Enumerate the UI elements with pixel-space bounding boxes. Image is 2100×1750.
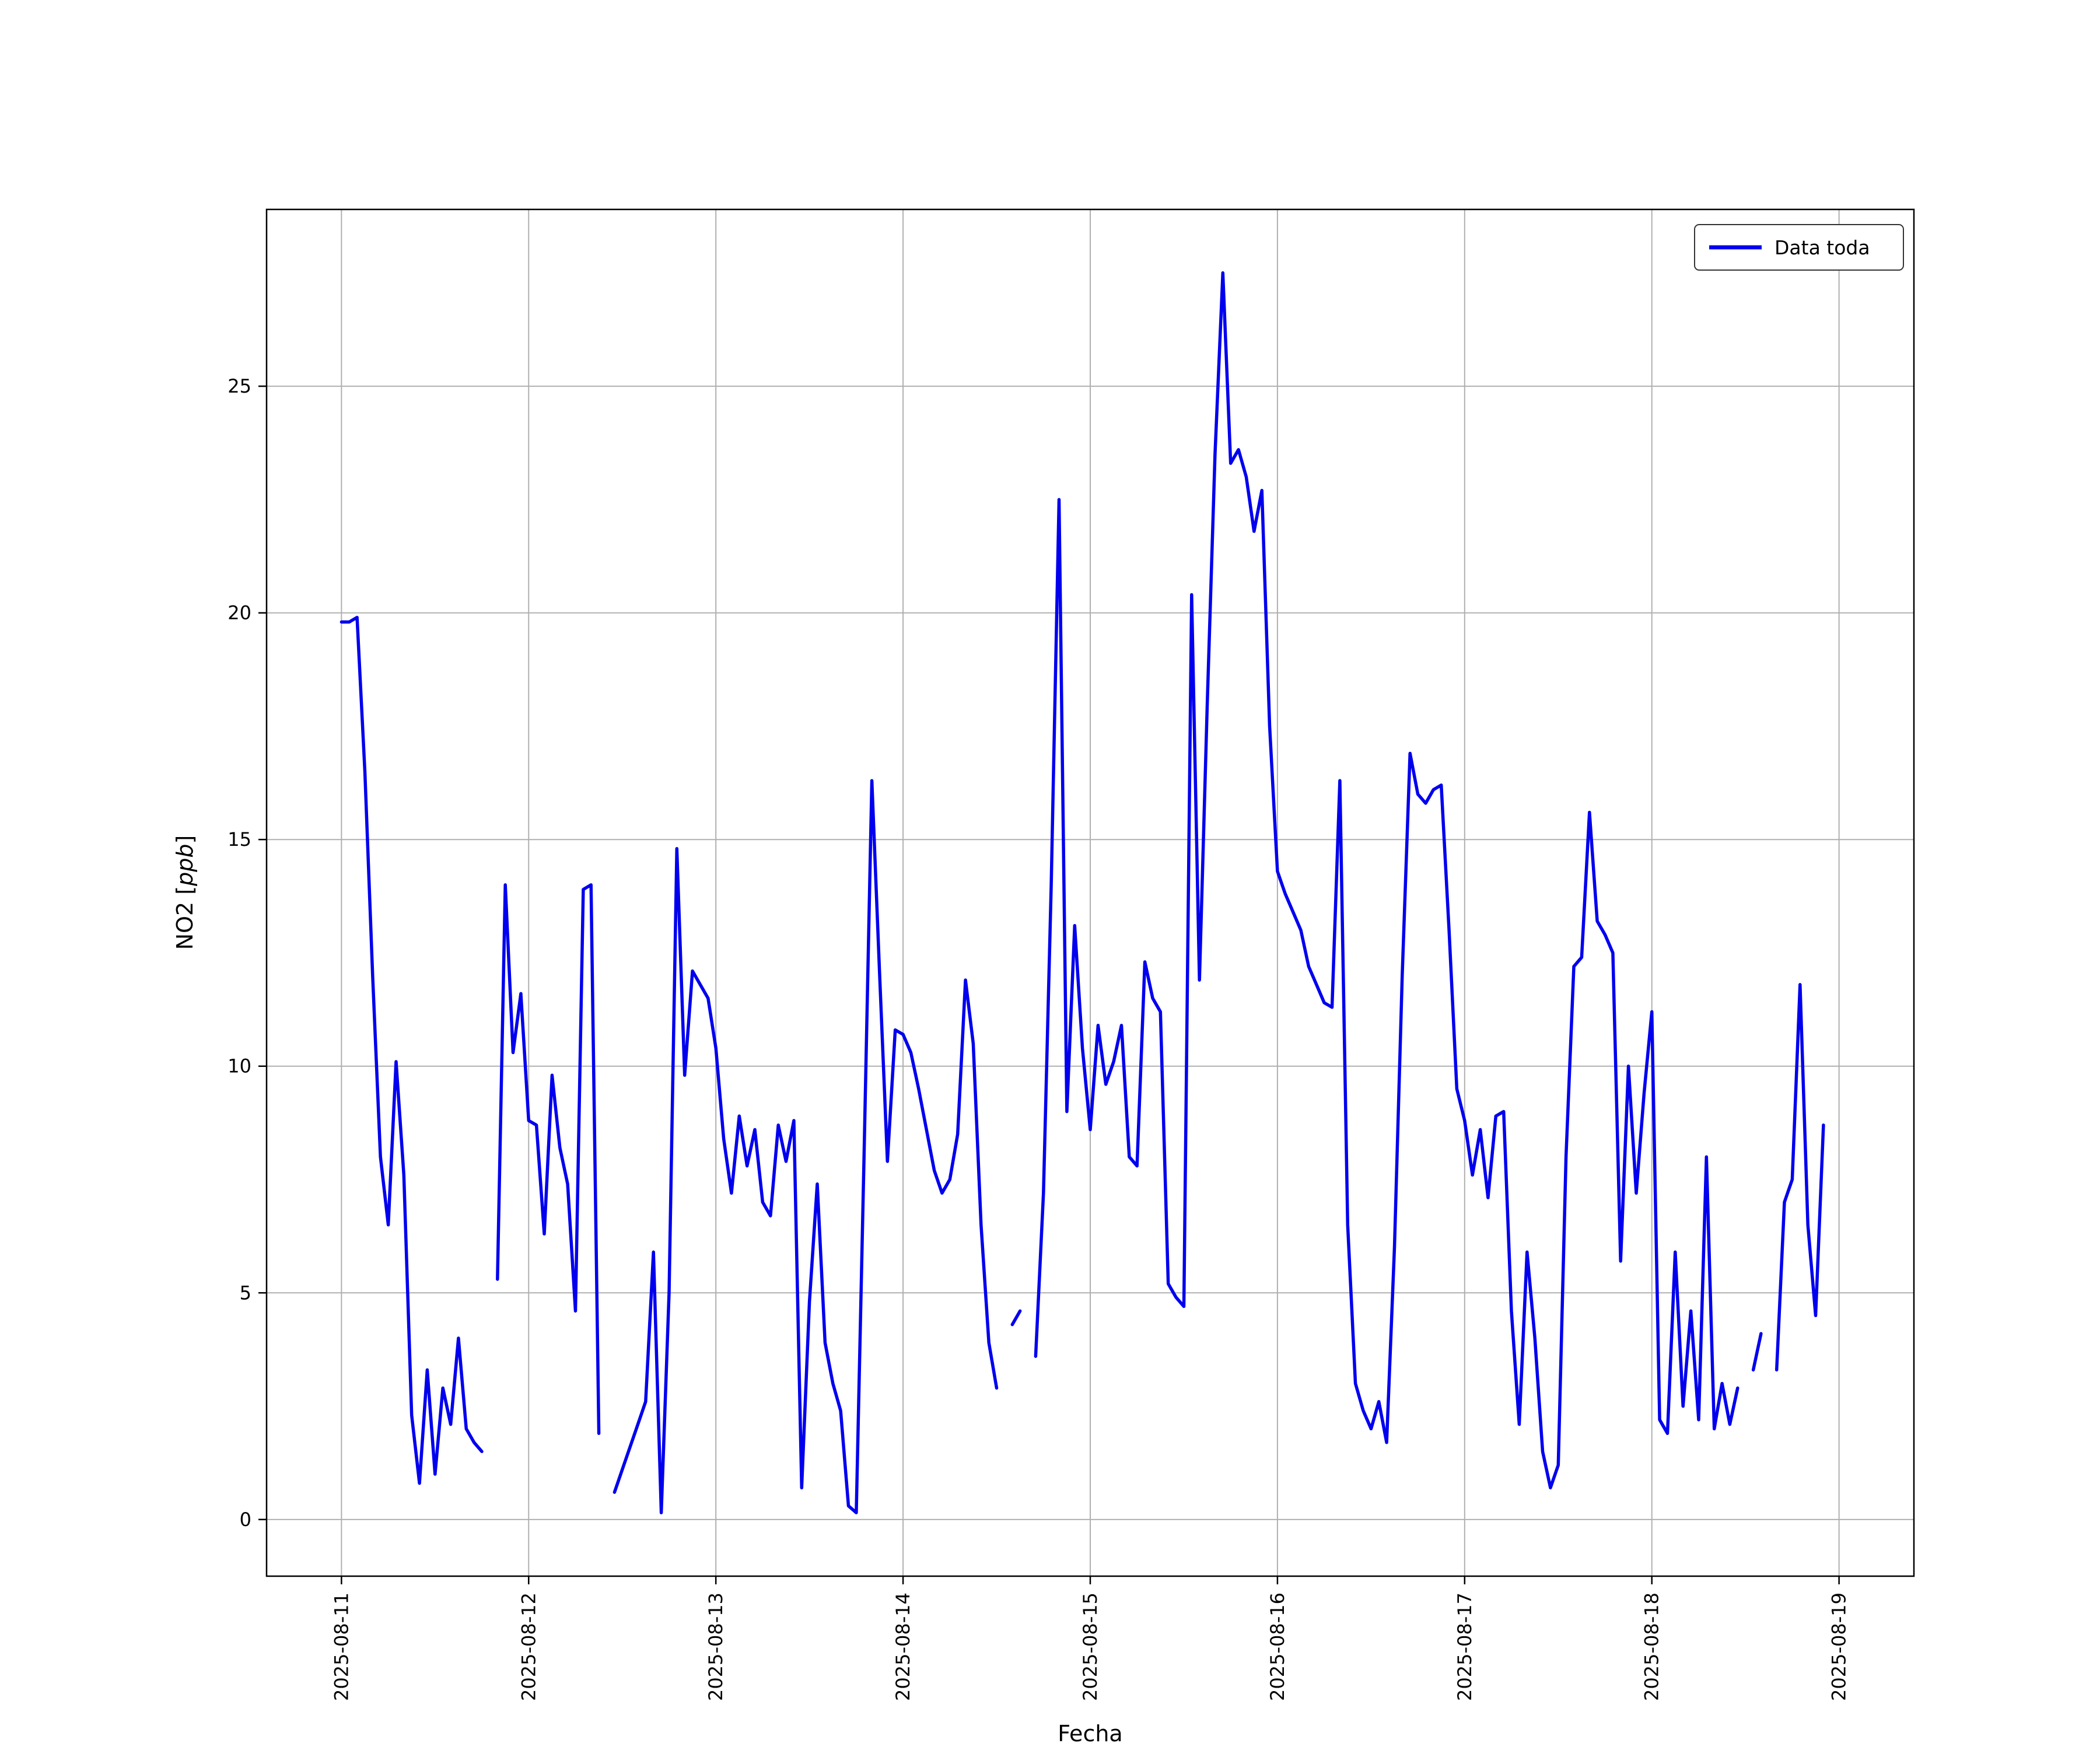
y-tick-label: 20 xyxy=(228,602,251,624)
y-tick-label: 10 xyxy=(228,1055,251,1077)
x-tick-label: 2025-08-15 xyxy=(1079,1592,1101,1701)
y-axis-label-units: ppb xyxy=(172,844,198,887)
x-tick-label: 2025-08-13 xyxy=(705,1592,727,1701)
x-tick-label: 2025-08-18 xyxy=(1641,1592,1663,1701)
y-tick-label: 0 xyxy=(240,1508,251,1531)
plot-border xyxy=(265,208,1915,1577)
y-tick-label: 25 xyxy=(228,375,251,397)
y-axis-label: NO2 [ppb] xyxy=(172,835,198,950)
x-tick-label: 2025-08-11 xyxy=(330,1592,352,1701)
grid-layer xyxy=(267,209,1914,1576)
legend-label: Data toda xyxy=(1774,236,1870,259)
x-tick-label: 2025-08-12 xyxy=(517,1592,540,1701)
x-axis-label: Fecha xyxy=(1058,1721,1122,1746)
x-tick-label: 2025-08-19 xyxy=(1828,1592,1850,1701)
legend-box xyxy=(1694,224,1904,271)
y-tick-label: 15 xyxy=(228,828,251,850)
x-tick-label: 2025-08-17 xyxy=(1454,1592,1476,1701)
x-tick-label: 2025-08-14 xyxy=(892,1592,914,1701)
y-tick-label: 5 xyxy=(240,1282,251,1304)
data-layer xyxy=(340,271,1825,1514)
y-axis-label-suffix: ] xyxy=(172,835,198,844)
x-tick-label: 2025-08-16 xyxy=(1266,1592,1289,1701)
axes-layer: 2025-08-11 2025-08-12 2025-08-13 2025-08-14… xyxy=(228,208,1915,1701)
legend: Data toda xyxy=(1694,224,1904,271)
y-axis-label-prefix: NO2 [ xyxy=(172,886,198,950)
data-line xyxy=(340,271,1825,1514)
